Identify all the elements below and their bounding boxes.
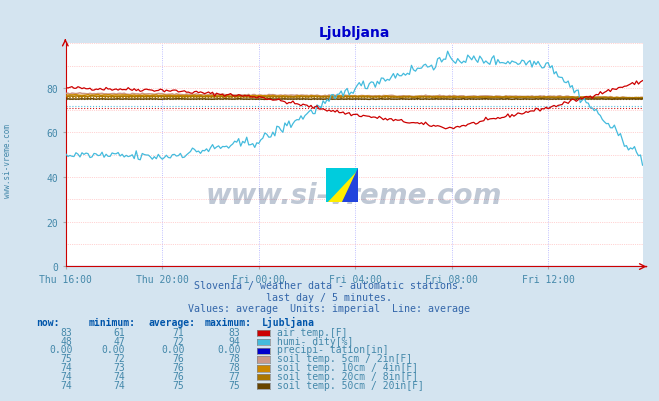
Text: 83: 83 <box>61 327 72 337</box>
Text: 0.00: 0.00 <box>161 344 185 354</box>
Text: 0.00: 0.00 <box>49 344 72 354</box>
Text: Slovenia / weather data - automatic stations.: Slovenia / weather data - automatic stat… <box>194 281 465 291</box>
Text: 74: 74 <box>113 380 125 390</box>
Text: precipi- tation[in]: precipi- tation[in] <box>277 344 388 354</box>
Text: 61: 61 <box>113 327 125 337</box>
Text: average:: average: <box>148 317 195 327</box>
Text: 0.00: 0.00 <box>101 344 125 354</box>
Text: 73: 73 <box>113 362 125 372</box>
Text: 75: 75 <box>61 353 72 363</box>
Text: 48: 48 <box>61 336 72 346</box>
Text: soil temp. 20cm / 8in[F]: soil temp. 20cm / 8in[F] <box>277 371 418 381</box>
Text: www.si-vreme.com: www.si-vreme.com <box>3 124 13 197</box>
Text: soil temp. 50cm / 20in[F]: soil temp. 50cm / 20in[F] <box>277 380 424 390</box>
Text: 83: 83 <box>229 327 241 337</box>
Text: 78: 78 <box>229 353 241 363</box>
Text: 94: 94 <box>229 336 241 346</box>
Text: 74: 74 <box>61 362 72 372</box>
Text: soil temp. 5cm / 2in[F]: soil temp. 5cm / 2in[F] <box>277 353 412 363</box>
Text: 77: 77 <box>229 371 241 381</box>
Text: air temp.[F]: air temp.[F] <box>277 327 347 337</box>
Text: 76: 76 <box>173 362 185 372</box>
Polygon shape <box>342 168 358 203</box>
Text: last day / 5 minutes.: last day / 5 minutes. <box>266 292 393 302</box>
Text: soil temp. 10cm / 4in[F]: soil temp. 10cm / 4in[F] <box>277 362 418 372</box>
Text: 76: 76 <box>173 371 185 381</box>
Text: 74: 74 <box>61 380 72 390</box>
Text: 74: 74 <box>61 371 72 381</box>
Text: maximum:: maximum: <box>204 317 251 327</box>
Text: 71: 71 <box>173 327 185 337</box>
Text: 0.00: 0.00 <box>217 344 241 354</box>
Polygon shape <box>326 168 358 203</box>
Text: 72: 72 <box>173 336 185 346</box>
Text: 78: 78 <box>229 362 241 372</box>
Text: 75: 75 <box>229 380 241 390</box>
Text: Values: average  Units: imperial  Line: average: Values: average Units: imperial Line: av… <box>188 303 471 313</box>
Text: now:: now: <box>36 317 60 327</box>
Text: Ljubljana: Ljubljana <box>262 316 315 327</box>
Text: minimum:: minimum: <box>89 317 136 327</box>
Text: 47: 47 <box>113 336 125 346</box>
Text: 75: 75 <box>173 380 185 390</box>
Text: humi- dity[%]: humi- dity[%] <box>277 336 353 346</box>
Text: 76: 76 <box>173 353 185 363</box>
Text: 74: 74 <box>113 371 125 381</box>
Polygon shape <box>326 168 358 203</box>
Text: www.si-vreme.com: www.si-vreme.com <box>206 182 502 209</box>
Text: 72: 72 <box>113 353 125 363</box>
Title: Ljubljana: Ljubljana <box>318 26 390 40</box>
